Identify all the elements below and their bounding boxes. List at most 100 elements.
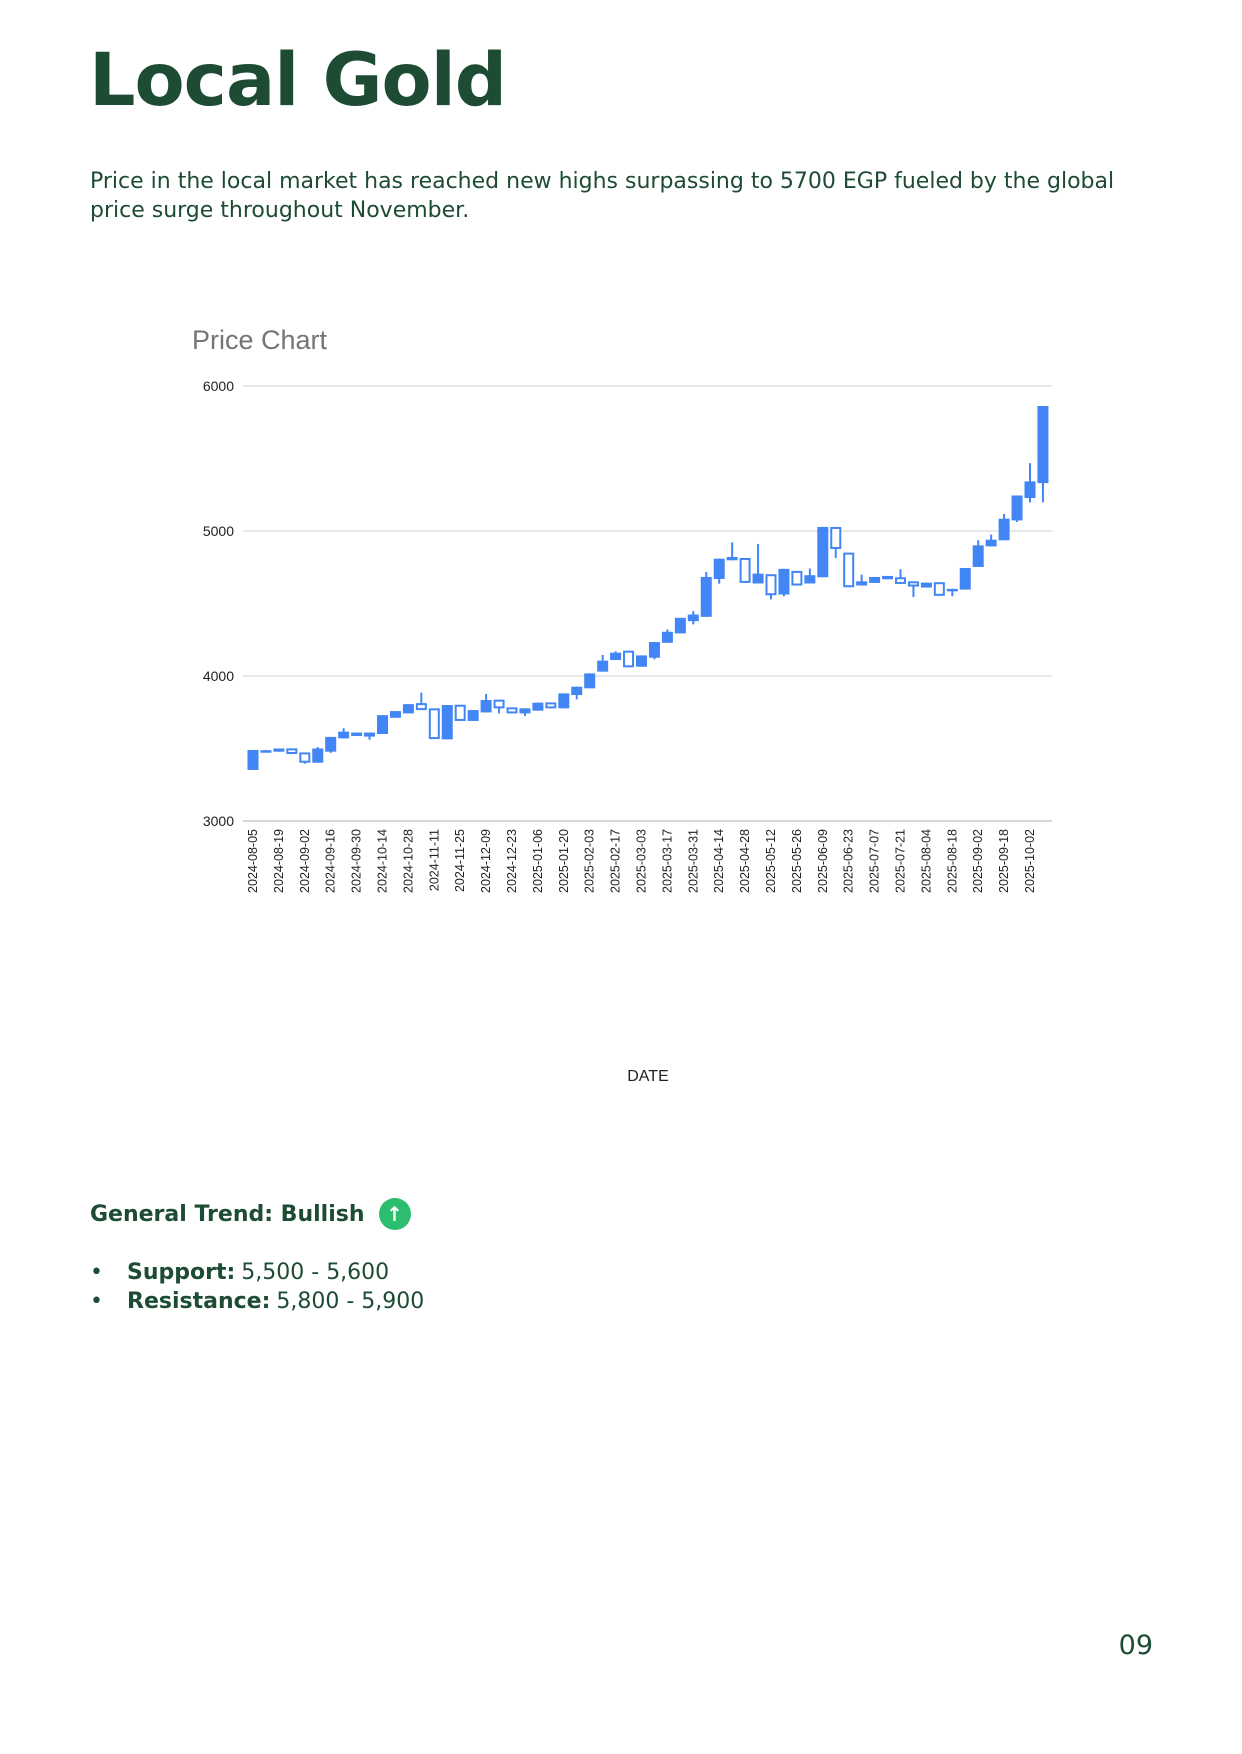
candle-body — [351, 732, 363, 737]
candle-body — [454, 704, 466, 721]
x-tick-label: 2024-09-02 — [298, 829, 312, 893]
candle-body — [584, 673, 596, 689]
candle-body — [791, 570, 803, 586]
candle — [985, 534, 997, 547]
x-tick-label: 2025-06-23 — [842, 829, 856, 893]
candle — [726, 542, 738, 561]
candle — [933, 582, 945, 596]
x-tick-label: 2025-03-31 — [686, 829, 700, 893]
candle-body — [247, 749, 259, 770]
x-tick-label: 2025-08-18 — [945, 829, 959, 893]
candle-body — [765, 574, 777, 596]
candle — [700, 571, 712, 617]
x-tick-label: 2025-01-20 — [557, 829, 571, 893]
candle-body — [687, 614, 699, 622]
candle-body — [933, 582, 945, 596]
bullet-icon: • — [90, 1289, 103, 1314]
x-tick-label: 2025-05-26 — [790, 829, 804, 893]
price-levels: • Support: 5,500 - 5,600 • Resistance: 5,800… — [90, 1258, 424, 1316]
x-tick-label: 2025-09-02 — [971, 829, 985, 893]
candle-body — [364, 732, 376, 737]
candle — [480, 693, 492, 713]
candle — [869, 576, 881, 583]
candle — [1037, 406, 1049, 503]
candle — [389, 711, 401, 718]
candle-body — [312, 748, 324, 763]
candle — [571, 686, 583, 700]
x-tick-label: 2024-08-19 — [272, 829, 286, 893]
bullet-icon: • — [90, 1260, 103, 1285]
x-tick-label: 2025-10-02 — [1023, 829, 1037, 893]
candle — [623, 650, 635, 668]
candle — [972, 540, 984, 567]
candle — [558, 693, 570, 709]
candle-body — [597, 660, 609, 672]
candle — [441, 705, 453, 740]
candle-body — [389, 711, 401, 718]
candle — [454, 704, 466, 721]
x-axis-label: DATE — [627, 1068, 668, 1085]
candle — [843, 552, 855, 588]
candle — [739, 557, 751, 583]
candle-body — [428, 708, 440, 740]
candle — [312, 747, 324, 763]
candle — [377, 715, 388, 734]
x-tick-label: 2024-12-09 — [479, 829, 493, 893]
x-tick-label: 2024-08-05 — [246, 829, 260, 893]
candle-body — [869, 576, 881, 583]
x-tick-label: 2024-09-16 — [324, 829, 338, 893]
general-trend: General Trend: Bullish ↑ — [90, 1198, 411, 1230]
candle-body — [623, 650, 635, 668]
candle — [351, 732, 363, 737]
candle — [597, 654, 609, 672]
candle — [1011, 495, 1023, 523]
candle — [856, 574, 868, 586]
x-tick-label: 2025-02-03 — [583, 829, 597, 893]
candle-body — [674, 617, 686, 634]
candle — [273, 748, 285, 752]
candle-body — [920, 582, 932, 588]
candle-body — [830, 526, 842, 549]
candle — [791, 570, 803, 586]
x-tick-label: 2025-07-07 — [868, 829, 882, 893]
candle-body — [972, 545, 984, 567]
candle-body — [286, 748, 298, 755]
y-tick-label: 5000 — [203, 523, 234, 539]
candle-body — [415, 703, 427, 711]
candle-body — [998, 518, 1010, 541]
candle-body — [519, 708, 531, 714]
candle-body — [752, 573, 764, 584]
candle-body — [273, 748, 285, 752]
candle-body — [325, 736, 337, 752]
candle-body — [648, 642, 660, 658]
x-tick-label: 2025-09-18 — [997, 829, 1011, 893]
x-tick-label: 2024-10-14 — [376, 829, 390, 893]
intro-paragraph: Price in the local market has reached ne… — [90, 169, 1115, 223]
candle-body — [441, 705, 453, 740]
candle — [687, 611, 699, 625]
candle-body — [713, 558, 725, 579]
candle-body — [1037, 406, 1049, 484]
candle-body — [480, 700, 492, 713]
candle — [299, 752, 311, 764]
candle — [338, 728, 350, 739]
candle — [778, 568, 790, 597]
candle — [817, 526, 829, 578]
x-tick-label: 2025-08-04 — [919, 829, 933, 893]
candle-body — [402, 704, 414, 714]
x-tick-label: 2025-02-17 — [609, 829, 623, 893]
candle — [415, 692, 427, 711]
candle — [402, 704, 414, 714]
x-tick-label: 2024-11-11 — [427, 829, 441, 891]
candle-body — [532, 702, 544, 711]
candle — [545, 702, 557, 709]
x-tick-label: 2024-10-28 — [401, 829, 415, 893]
candle — [364, 732, 376, 740]
candle — [907, 581, 919, 598]
candle-body — [778, 568, 790, 595]
candle — [920, 582, 932, 588]
arrow-up-circle-icon: ↑ — [378, 1198, 411, 1230]
candle — [830, 526, 842, 558]
candle-body — [467, 710, 479, 721]
trend-label: General Trend: Bullish — [90, 1201, 365, 1227]
